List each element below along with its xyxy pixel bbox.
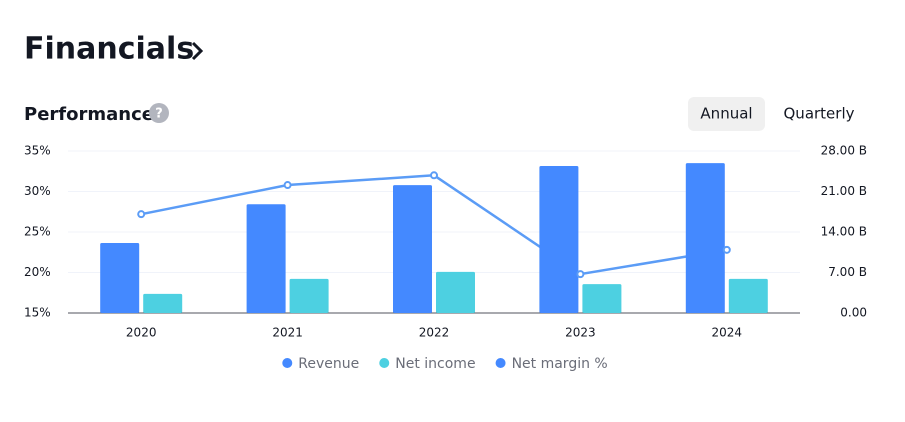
legend-label: Net income xyxy=(395,356,475,372)
line-point xyxy=(137,210,146,219)
page-title[interactable]: Financials xyxy=(24,32,194,67)
tab-button[interactable]: Annual xyxy=(700,105,752,123)
help-icon-text[interactable]: ? xyxy=(155,107,163,122)
bar xyxy=(393,185,432,313)
help-icon[interactable] xyxy=(149,103,169,123)
legend-marker xyxy=(379,358,390,368)
x-tick-label: 2024 xyxy=(712,326,743,340)
y2-tick-label: 14.00 B xyxy=(821,225,867,239)
x-tick-label: 2021 xyxy=(272,326,303,340)
bar xyxy=(728,278,768,313)
bar xyxy=(539,166,579,313)
y-tick-label: 35% xyxy=(24,144,51,158)
chevron-icon[interactable] xyxy=(191,41,204,61)
bar xyxy=(246,204,286,313)
y-tick-label: 25% xyxy=(24,225,51,239)
legend-item: Revenue xyxy=(282,356,359,372)
x-tick-label: 2023 xyxy=(565,326,596,340)
bar xyxy=(436,271,475,313)
legend-marker xyxy=(495,358,506,368)
legend-item: Net income xyxy=(379,356,476,372)
legend-marker xyxy=(282,358,293,368)
line-point xyxy=(722,245,731,254)
bar xyxy=(289,278,329,313)
line-point xyxy=(283,181,292,190)
x-tick-label: 2020 xyxy=(126,326,157,340)
x-tick-label: 2022 xyxy=(419,326,450,340)
y2-tick-label: 0.00 xyxy=(840,306,867,320)
legend-item: Net margin % xyxy=(495,356,608,372)
section-title: Performance xyxy=(24,104,154,125)
y-tick-label: 30% xyxy=(24,184,51,198)
legend-label: Revenue xyxy=(298,356,359,372)
line-point xyxy=(430,171,438,180)
y2-tick-label: 28.00 B xyxy=(821,144,867,158)
y-tick-label: 15% xyxy=(24,306,51,320)
bar xyxy=(685,163,725,313)
y2-tick-label: 21.00 B xyxy=(821,184,867,198)
tab-active-bg[interactable] xyxy=(688,97,765,131)
bar xyxy=(582,284,622,313)
legend-label: Net margin % xyxy=(512,356,608,372)
tab-button[interactable]: Quarterly xyxy=(784,105,855,123)
line-series xyxy=(140,174,728,276)
y2-tick-label: 7.00 B xyxy=(828,265,867,279)
bar xyxy=(100,242,140,313)
y-tick-label: 20% xyxy=(24,265,51,279)
bar xyxy=(143,293,183,313)
line-point xyxy=(576,270,585,279)
